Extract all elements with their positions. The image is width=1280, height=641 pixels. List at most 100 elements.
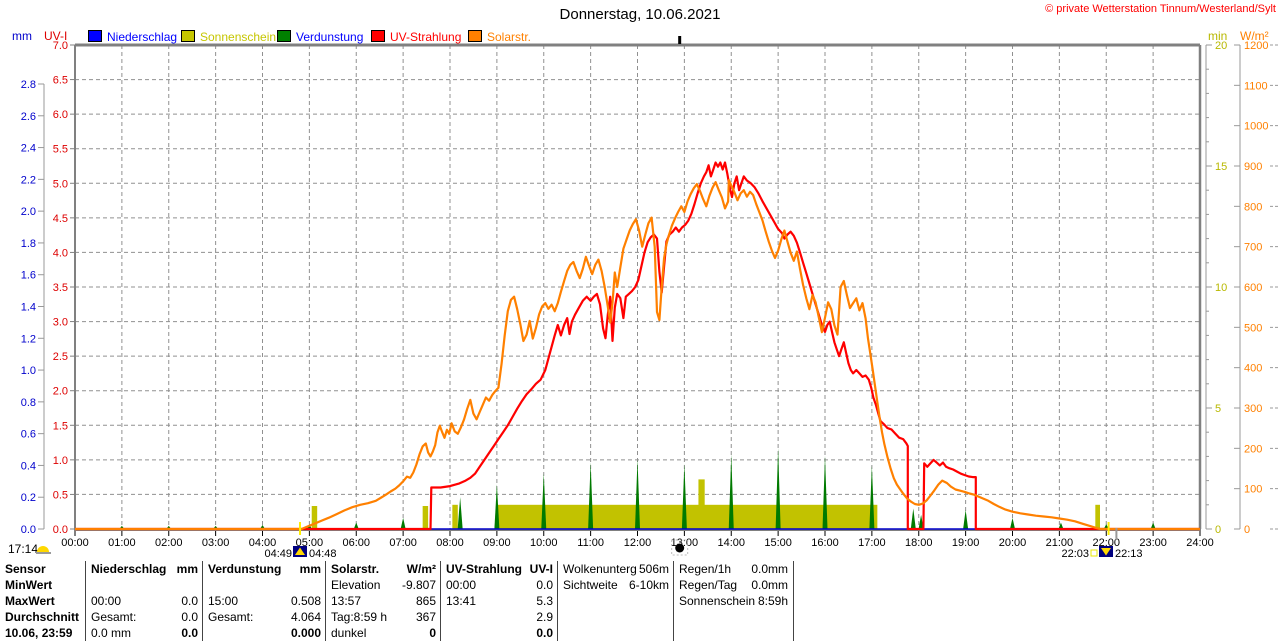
sunset-time-label: 22:03 [1061,548,1089,560]
table-column-niederschlag: Niederschlag mm 00:00 0.0 Gesamt: 0.0 0.0 mm 0.… [85,561,203,641]
axis-tick-label: 5 [1215,403,1221,415]
table-cell: Verdunstung mm [208,562,321,576]
legend-item-uvstrahlung: UV-Strahlung [371,30,461,44]
axis-tick-label: 2.8 [21,79,36,91]
legend-item-niederschlag: Niederschlag [88,30,177,44]
axis-tick-label: 3.0 [53,317,68,329]
axis-tick-label: 1.0 [21,365,36,377]
axis-tick-label: 200 [1244,443,1262,455]
table-cell [674,625,793,641]
axis-tick-label: 4.5 [53,213,68,225]
axis-tick-label: 20 [1215,40,1227,52]
axis-tick-label: 0.6 [21,429,36,441]
table-cell: 00:00 0.0 [446,578,553,592]
table-cell [558,593,674,609]
evaporation-spike [910,508,916,529]
table-cell: UV-Strahlung UV-I [446,562,553,576]
table-cell: Gesamt: 0.0 [91,610,198,624]
table-row-label: Sensor [5,562,46,576]
legend-item-verdunstung: Verdunstung [277,30,363,44]
axis-tick-label: 12:00 [624,537,652,549]
sunset-time-label-2: 22:13 [1115,548,1143,560]
sunrise-arrow-icon [295,547,305,555]
current-time-label: 17:14 [8,542,39,556]
sunshine-bar [422,506,429,529]
axis-tick-label: 14:00 [717,537,745,549]
legend-swatch-icon [468,30,482,42]
axis-label-uvi: UV-I [44,29,68,43]
evaporation-spike [353,522,359,529]
table-cell [203,577,326,593]
table-cell: Sichtweite 6-10km [563,578,669,592]
axis-tick-label: 0 [1215,524,1221,536]
axis-tick-label: 06:00 [342,537,370,549]
evaporation-spike [635,459,640,529]
table-column-uv-strahlung: UV-Strahlung UV-I 00:00 0.0 13:41 5.3 2.9 0.0 [440,561,558,641]
axis-tick-label: 2.4 [21,143,36,155]
axis-tick-label: 2.5 [53,351,68,363]
table-column-verdunstung: Verdunstung mm 15:00 0.508 Gesamt: 4.064 0.000 [202,561,326,641]
axis-tick-label: 900 [1244,161,1262,173]
station-credit: © private Wetterstation Tinnum/Westerlan… [1045,3,1276,15]
axis-tick-label: 800 [1244,201,1262,213]
sunshine-bar [698,479,705,529]
axis-tick-label: 1.0 [53,455,68,467]
legend-swatch-icon [181,30,195,42]
axis-label-wm2: W/m² [1240,29,1269,43]
axis-tick-label: 1.6 [21,270,36,282]
table-cell: 2.9 [536,610,553,624]
table-cell: 13:41 5.3 [446,594,553,608]
evaporation-spike [681,463,687,529]
table-row-label: MaxWert [5,594,55,608]
table-column-row-labels: Sensor MinWert MaxWert Durchschnitt 10.06, 2… [0,561,85,641]
axis-tick-label: 1200 [1244,40,1268,52]
table-cell: Regen/Tag 0.0mm [679,578,788,592]
table-row-label: 10.06, 23:59 [5,626,73,640]
axis-tick-label: 07:00 [389,537,417,549]
evaporation-spike [494,484,500,529]
axis-tick-label: 400 [1244,363,1262,375]
axis-tick-label: 600 [1244,282,1262,294]
table-column-sicht: Wolkenunterg 506m Sichtweite 6-10km [557,561,674,641]
series-solarstr [75,179,1200,531]
evaporation-spike [1010,517,1015,529]
table-cell [558,609,674,625]
plot-area: 0.0 0.2 0.4 0.6 0.8 1.0 1.2 1.4 1.6 1.8 2.0 2.2 2.4 2… [21,36,1278,557]
table-cell: 0.0 mm 0.0 [91,626,198,640]
noon-marker-box [671,539,689,556]
evaporation-spike [457,497,463,529]
axis-tick-label: 04:00 [249,537,277,549]
axis-tick-label: 7.0 [53,40,68,52]
table-row-label: Durchschnitt [5,610,80,624]
legend-item-sonnenschein: Sonnenschein [181,30,276,44]
axis-tick-label: 0.2 [21,492,36,504]
axis-label-mm: mm [12,29,32,43]
axis-tick-label: 1.4 [21,302,36,314]
axis-tick-label: 0.0 [21,524,36,536]
axis-tick-label: 10:00 [530,537,558,549]
table-cell: Regen/1h 0.0mm [679,562,788,576]
axis-tick-label: 4.0 [53,247,68,259]
table-row-label: MinWert [5,578,53,592]
page-title: Donnerstag, 10.06.2021 [559,6,721,23]
axis-tick-label: 13:00 [671,537,699,549]
sunshine-bar [497,504,878,529]
evaporation-spike [400,517,406,529]
table-cell: 0.000 [290,626,321,640]
axis-tick-label: 2.0 [53,386,68,398]
noon-marker[interactable] [675,543,685,553]
evaporation-spike [1150,522,1156,529]
axis-tick-label: 0.8 [21,397,36,409]
axis-tick-label: 20:00 [999,537,1027,549]
axis-tick-label: 6.5 [53,75,68,87]
axis-tick-label: 2.0 [21,206,36,218]
legend-swatch-icon [277,30,291,42]
table-column-regen: Regen/1h 0.0mm Regen/Tag 0.0mm Sonnenschein 8… [673,561,794,641]
axis-tick-label: 1000 [1244,121,1268,133]
axis-tick-label: 24:00 [1186,537,1214,549]
table-cell: dunkel 0 [331,626,436,640]
axis-tick-label: 3.5 [53,282,68,294]
axis-tick-label: 18:00 [905,537,933,549]
axis-tick-label: 11:00 [577,537,604,549]
